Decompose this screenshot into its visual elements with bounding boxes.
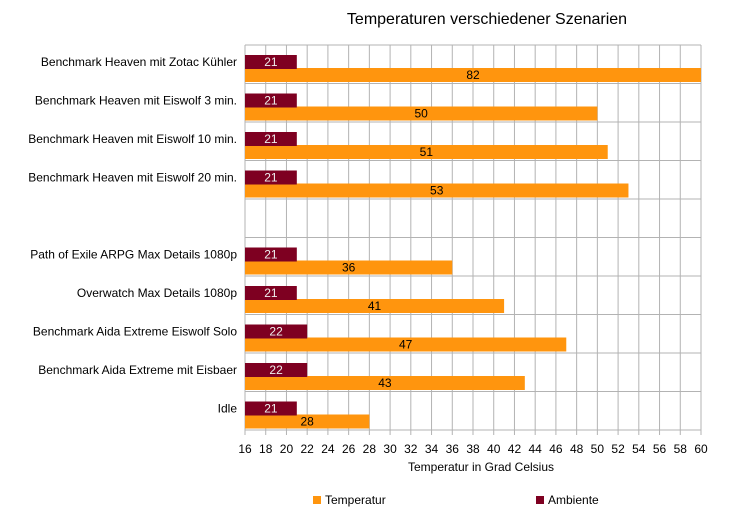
bar	[245, 260, 453, 275]
data-label: 43	[378, 376, 392, 390]
x-tick-label: 50	[591, 442, 605, 456]
legend-label: Temperatur	[325, 493, 386, 507]
x-tick-label: 58	[674, 442, 688, 456]
x-tick-label: 26	[342, 442, 356, 456]
bar	[245, 376, 525, 390]
x-tick-label: 24	[321, 442, 335, 456]
y-tick-label: Benchmark Heaven mit Eiswolf 10 min.	[28, 132, 237, 146]
data-label: 47	[399, 338, 413, 352]
bar	[245, 299, 505, 313]
data-label: 51	[420, 145, 434, 159]
data-label: 36	[342, 261, 356, 275]
bar	[245, 145, 608, 159]
x-tick-label: 18	[259, 442, 273, 456]
legend-swatch	[536, 496, 544, 504]
bar	[245, 170, 297, 185]
bar	[245, 337, 567, 352]
y-tick-label: Benchmark Aida Extreme mit Eisbaer	[38, 363, 237, 377]
data-label: 53	[430, 184, 444, 198]
data-label: 50	[415, 107, 429, 121]
y-tick-label: Path of Exile ARPG Max Details 1080p	[30, 248, 237, 262]
bar	[245, 401, 297, 416]
bar	[245, 247, 297, 262]
data-label: 22	[269, 325, 283, 339]
x-tick-label: 28	[363, 442, 377, 456]
x-tick-label: 40	[487, 442, 501, 456]
bar	[245, 414, 370, 429]
data-label: 82	[466, 68, 480, 82]
x-tick-label: 54	[632, 442, 646, 456]
x-tick-label: 22	[301, 442, 315, 456]
bar	[245, 132, 297, 146]
x-tick-label: 30	[383, 442, 397, 456]
x-tick-label: 42	[508, 442, 522, 456]
x-tick-label: 38	[466, 442, 480, 456]
y-tick-label: Overwatch Max Details 1080p	[77, 286, 237, 300]
bar	[245, 55, 297, 69]
data-label: 21	[264, 94, 278, 108]
plot-area	[245, 55, 701, 429]
y-tick-label: Benchmark Heaven mit Eiswolf 20 min.	[28, 171, 237, 185]
bar	[245, 183, 629, 198]
legend-label: Ambiente	[548, 493, 599, 507]
data-label: 21	[264, 248, 278, 262]
data-label: 28	[301, 415, 315, 429]
bar	[245, 106, 598, 121]
x-tick-label: 44	[529, 442, 543, 456]
chart-title: Temperaturen verschiedener Szenarien	[347, 11, 627, 28]
x-tick-label: 34	[425, 442, 439, 456]
x-tick-label: 48	[570, 442, 584, 456]
bar	[245, 68, 701, 82]
y-tick-label: Benchmark Aida Extreme Eiswolf Solo	[33, 325, 237, 339]
data-label: 21	[264, 55, 278, 69]
bar	[245, 286, 297, 300]
data-label: 21	[264, 402, 278, 416]
x-tick-label: 32	[404, 442, 418, 456]
y-tick-label: Benchmark Heaven mit Eiswolf 3 min.	[35, 94, 237, 108]
bar	[245, 363, 308, 377]
legend-swatch	[313, 496, 321, 504]
bar	[245, 93, 297, 108]
x-tick-label: 20	[280, 442, 294, 456]
x-axis-label: Temperatur in Grad Celsius	[408, 460, 554, 474]
x-tick-label: 56	[653, 442, 667, 456]
x-tick-label: 36	[446, 442, 460, 456]
y-tick-label: Benchmark Heaven mit Zotac Kühler	[41, 55, 237, 69]
data-label: 21	[264, 132, 278, 146]
bar	[245, 324, 308, 339]
x-tick-label: 46	[549, 442, 563, 456]
data-label: 21	[264, 286, 278, 300]
data-label: 22	[269, 363, 283, 377]
x-tick-label: 60	[694, 442, 708, 456]
data-label: 41	[368, 299, 382, 313]
x-tick-label: 52	[611, 442, 625, 456]
data-label: 21	[264, 171, 278, 185]
x-tick-label: 16	[238, 442, 252, 456]
y-tick-label: Idle	[218, 402, 238, 416]
